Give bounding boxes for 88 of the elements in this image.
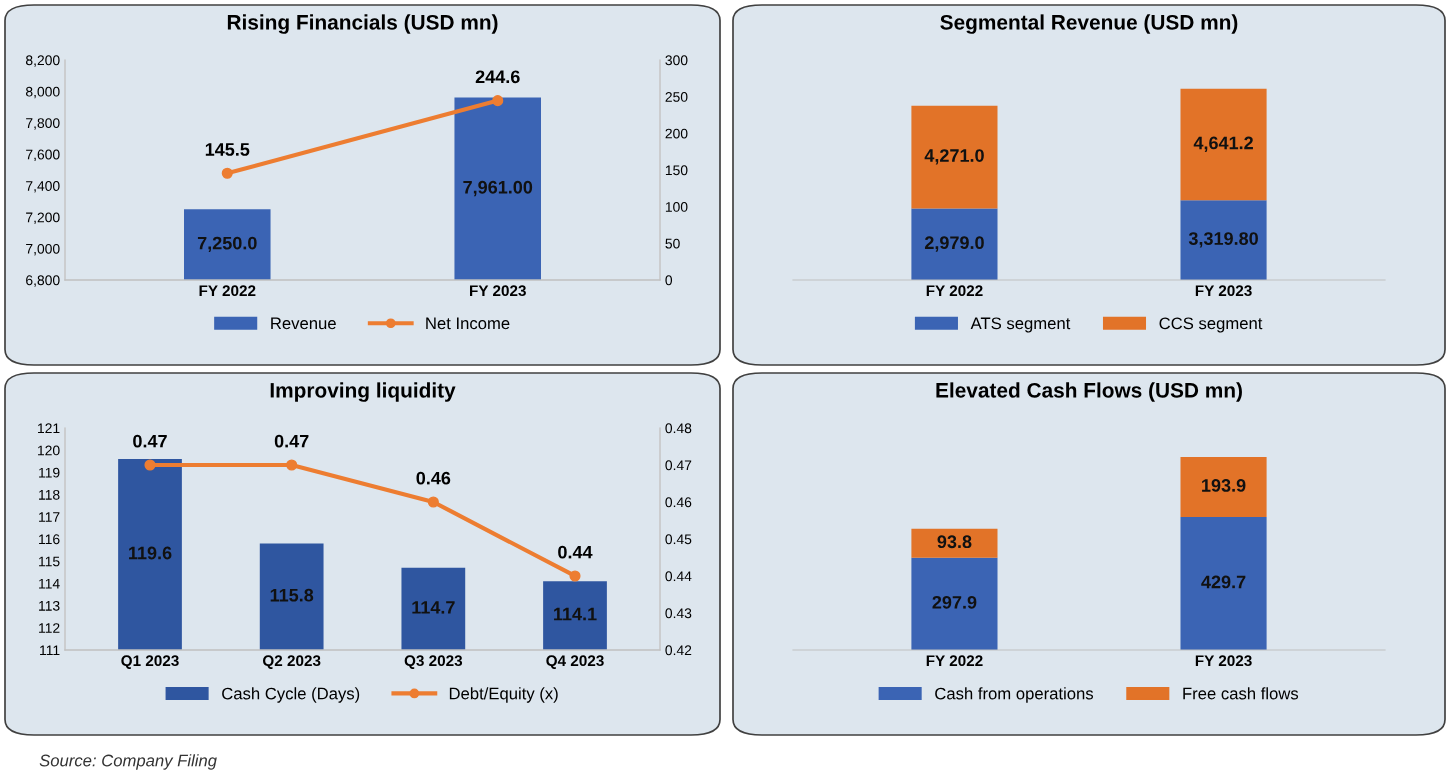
chart-title: Improving liquidity	[270, 382, 456, 402]
y-tick-label: 6,800	[26, 275, 60, 287]
y-tick-label: 118	[39, 489, 60, 500]
data-label: 0.44	[558, 545, 593, 559]
y2-tick-label: 0.43	[665, 608, 692, 619]
bar	[911, 528, 998, 558]
y2-tick-label: 150	[665, 165, 688, 176]
y-tick-label: 7,600	[26, 149, 60, 162]
x-tick-label: FY 2023	[1195, 285, 1252, 297]
y-tick-label: 117	[39, 512, 60, 522]
y2-tick-label: 0	[665, 275, 673, 286]
data-label: 115.8	[270, 588, 314, 602]
bar	[1180, 200, 1267, 280]
bar	[911, 105, 998, 209]
y2-tick-label: 250	[665, 92, 688, 102]
y-tick-label: 119	[39, 467, 60, 478]
y2-tick-label: 0.44	[665, 571, 692, 582]
legend-label: Net Income	[426, 317, 510, 330]
y-tick-label: 8,000	[25, 86, 60, 99]
x-tick-label: FY 2023	[1195, 655, 1252, 667]
x-tick-label: FY 2022	[926, 285, 983, 297]
point	[286, 459, 298, 471]
legend-label: CCS segment	[1159, 317, 1263, 333]
data-label: 119.6	[129, 546, 172, 560]
data-label: 4,271.0	[924, 149, 984, 165]
y2-tick-label: 100	[665, 202, 688, 212]
legend-label: Debt/Equity (x)	[449, 687, 558, 703]
y2-tick-label: 0.48	[665, 423, 692, 434]
chart-title: Segmental Revenue (USD mn)	[940, 14, 1238, 34]
y-tick-label: 120	[38, 445, 60, 456]
y2-tick-label: 0.42	[665, 645, 692, 656]
y2-tick-label: 200	[665, 128, 688, 139]
data-label: 0.47	[274, 434, 309, 448]
data-label: 0.47	[133, 434, 167, 448]
y2-tick-label: 0.45	[665, 534, 692, 545]
y-tick-label: 114	[39, 578, 60, 589]
chart-title: Rising Financials (USD mn)	[227, 14, 498, 34]
bar	[1180, 456, 1267, 517]
data-label: 7,250.0	[197, 236, 257, 253]
y-tick-label: 115	[39, 556, 60, 567]
y-tick-label: 116	[39, 534, 60, 545]
bar	[1180, 88, 1267, 201]
data-label: 145.5	[205, 143, 250, 156]
data-label: 7,961.00	[463, 180, 533, 197]
data-label: 0.46	[416, 471, 451, 485]
y-tick-label: 7,200	[26, 212, 60, 224]
data-label: 3,319.80	[1188, 232, 1258, 248]
x-tick-label: Q4 2023	[546, 655, 604, 669]
y2-tick-label: 300	[665, 55, 688, 66]
bar	[911, 557, 998, 650]
data-label: 114.1	[554, 607, 597, 621]
legend-label: Free cash flows	[1183, 687, 1299, 700]
y2-tick-label: 50	[665, 238, 680, 249]
x-tick-label: FY 2022	[926, 655, 983, 667]
legend-label: ATS segment	[970, 317, 1071, 333]
x-tick-label: Q1 2023	[121, 655, 179, 669]
data-label: 2,979.0	[924, 236, 984, 252]
legend-label: Revenue	[271, 317, 336, 330]
y-tick-label: 7,400	[26, 181, 60, 193]
x-tick-label: FY 2023	[470, 285, 526, 297]
bar	[911, 208, 998, 280]
point	[427, 496, 439, 508]
data-label: 244.6	[475, 70, 520, 84]
data-label: 297.9	[932, 595, 977, 609]
legend-label: Cash from operations	[935, 687, 1094, 703]
chart-title: Elevated Cash Flows (USD mn)	[936, 382, 1242, 402]
y-tick-label: 8,200	[25, 55, 60, 67]
data-label: 114.7	[412, 601, 455, 614]
source-note: Source: Company Filing	[39, 754, 217, 770]
y-tick-label: 7,800	[26, 118, 60, 130]
y2-tick-label: 0.46	[665, 497, 692, 508]
y-tick-label: 121	[38, 423, 60, 434]
data-label: 193.9	[1202, 479, 1246, 492]
data-label: 429.7	[1201, 575, 1246, 589]
y2-tick-label: 0.47	[665, 460, 692, 471]
y-tick-label: 113	[39, 600, 60, 611]
x-tick-label: Q2 2023	[262, 655, 321, 669]
y-tick-label: 111	[40, 645, 60, 656]
x-tick-label: Q3 2023	[404, 655, 463, 669]
data-label: 93.8	[937, 535, 972, 549]
x-tick-label: FY 2022	[199, 285, 256, 297]
y-tick-label: 7,000	[26, 243, 60, 256]
point	[144, 459, 156, 471]
bar	[1180, 516, 1267, 650]
legend-label: Cash Cycle (Days)	[222, 687, 360, 703]
y-tick-label: 112	[39, 623, 60, 633]
data-label: 4,641.2	[1193, 136, 1253, 152]
point	[569, 570, 581, 582]
